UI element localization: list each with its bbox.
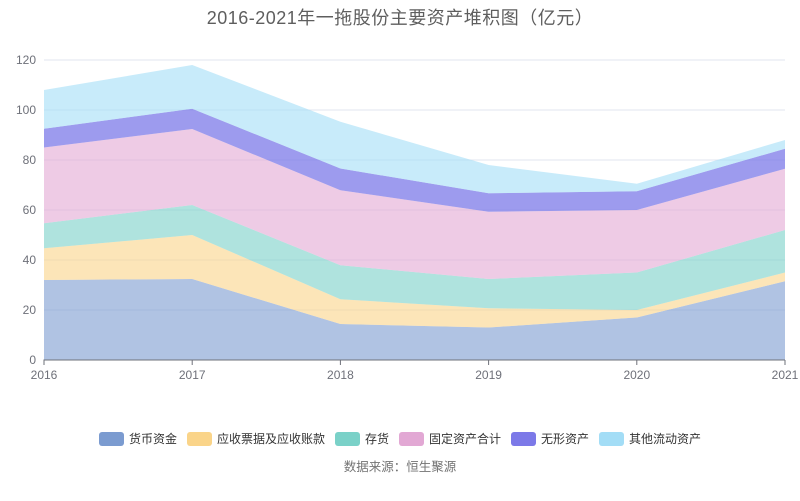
y-axis-label-120: 120 [16,53,36,67]
y-axis-label-40: 40 [23,253,37,267]
x-axis-label-2019: 2019 [475,368,502,382]
legend-item-3[interactable]: 固定资产合计 [399,432,501,446]
chart-legend: 货币资金 应收票据及应收账款 存货 固定资产合计 无形资产 其他流动资产 [0,432,800,446]
legend-label-4: 无形资产 [541,432,590,446]
legend-swatch-0 [98,432,124,446]
y-axis-label-80: 80 [23,153,37,167]
legend-label-1: 应收票据及应收账款 [216,432,325,446]
legend-swatch-4 [511,432,537,446]
stacked-area-plot: 2016 2017 2018 2019 2020 2021 0 20 40 60 80 100 120 [16,53,799,382]
x-axis-label-2020: 2020 [623,368,650,382]
x-axis-label-2018: 2018 [327,368,354,382]
legend-item-1[interactable]: 应收票据及应收账款 [186,432,325,446]
x-axis-label-2017: 2017 [179,368,206,382]
area-series-2 [44,205,785,310]
legend-label-2: 存货 [364,432,389,446]
legend-label-3: 固定资产合计 [429,432,502,446]
y-axis-label-60: 60 [23,203,37,217]
x-axis-label-2016: 2016 [31,368,58,382]
y-axis-label-100: 100 [16,103,36,117]
legend-item-4[interactable]: 无形资产 [511,432,589,446]
area-series-3 [44,129,785,279]
x-axis-label-2021: 2021 [772,368,799,382]
legend-item-5[interactable]: 其他流动资产 [599,432,701,446]
legend-swatch-2 [334,432,360,446]
y-axis-label-20: 20 [23,303,37,317]
area-series-4 [44,108,785,212]
legend-label-5: 其他流动资产 [629,432,702,446]
legend-item-0[interactable]: 货币资金 [98,432,177,446]
area-series-1 [44,235,785,328]
legend-label-0: 货币资金 [128,432,177,446]
area-series-0 [44,279,785,360]
chart-title: 2016-2021年一拖股份主要资产堆积图（亿元） [206,8,594,28]
data-source-note: 数据来源：恒生聚源 [343,460,457,474]
legend-swatch-5 [599,432,625,446]
legend-swatch-1 [186,432,212,446]
y-axis-label-0: 0 [29,353,36,367]
area-series-5 [44,65,785,194]
legend-item-2[interactable]: 存货 [334,432,389,446]
legend-swatch-3 [399,432,424,446]
